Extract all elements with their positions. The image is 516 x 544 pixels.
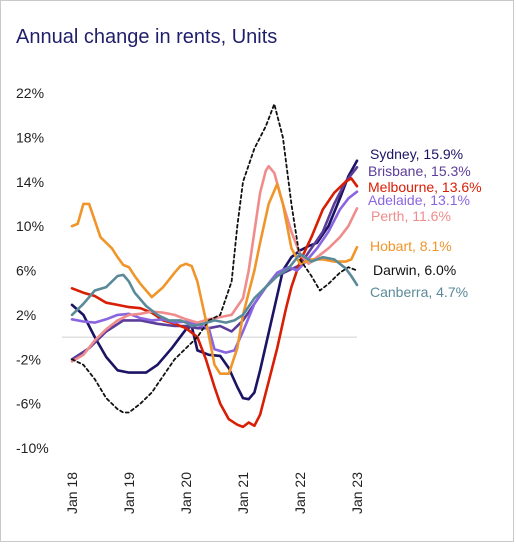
series-line-perth xyxy=(70,164,359,363)
chart-title: Annual change in rents, Units xyxy=(16,26,278,48)
series-label-hobart: Hobart, 8.1% xyxy=(370,238,452,254)
y-tick-label: 22% xyxy=(16,85,44,101)
series-line-adelaide xyxy=(70,190,359,354)
y-tick-label: 2% xyxy=(16,307,36,323)
series-line-sydney xyxy=(70,159,359,401)
y-tick-label: -2% xyxy=(16,351,41,367)
y-tick-label: -10% xyxy=(16,440,49,456)
x-tick-label: Jan 22 xyxy=(292,472,308,514)
x-tick-label: Jan 20 xyxy=(178,472,194,514)
series-label-adelaide: Adelaide, 13.1% xyxy=(368,192,470,208)
x-tick-label: Jan 21 xyxy=(235,472,251,514)
y-tick-label: 14% xyxy=(16,174,44,190)
series-label-perth: Perth, 11.6% xyxy=(371,208,451,224)
series-label-canberra: Canberra, 4.7% xyxy=(370,284,468,300)
series-line-brisbane xyxy=(70,166,359,361)
series-label-melbourne: Melbourne, 13.6% xyxy=(368,179,482,195)
series-line-darwin xyxy=(71,103,358,414)
series-label-sydney: Sydney, 15.9% xyxy=(370,146,463,162)
y-tick-label: 18% xyxy=(16,129,44,145)
y-tick-label: 6% xyxy=(16,263,36,279)
series-line-melbourne xyxy=(70,177,359,429)
y-tick-label: 10% xyxy=(16,218,44,234)
x-tick-label: Jan 19 xyxy=(121,472,137,514)
series-label-brisbane: Brisbane, 15.3% xyxy=(368,163,471,179)
x-tick-label: Jan 18 xyxy=(64,472,80,514)
y-tick-label: -6% xyxy=(16,396,41,412)
x-tick-label: Jan 23 xyxy=(349,472,365,514)
series-label-darwin: Darwin, 6.0% xyxy=(373,262,456,278)
series-line-canberra xyxy=(70,252,359,328)
